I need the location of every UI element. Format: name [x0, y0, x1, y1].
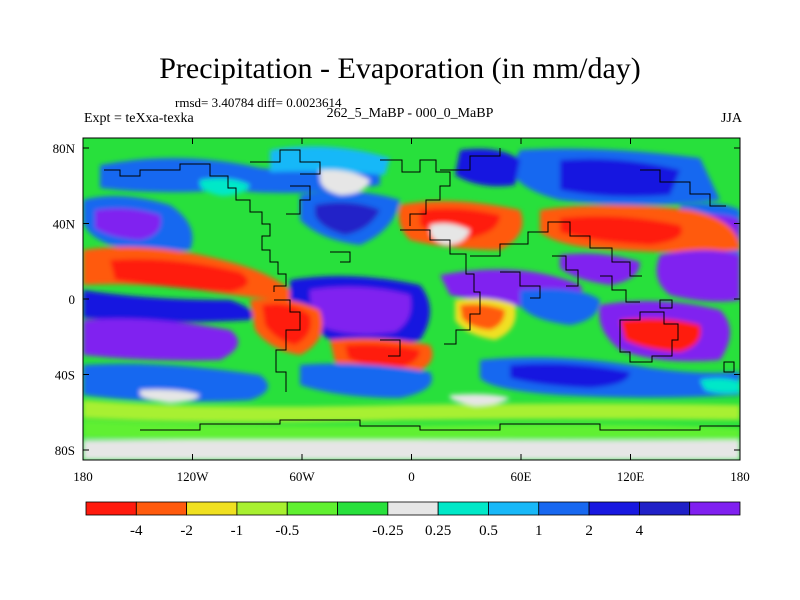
colorbar-label: 0.25 [425, 523, 451, 539]
colorbar-swatch [85, 501, 137, 516]
field-layer [83, 138, 740, 460]
colorbar-swatch [538, 501, 590, 516]
comparison-label: 262_5_MaBP - 000_0_MaBP [326, 106, 494, 121]
colorbar-label: -2 [180, 523, 193, 539]
y-tick-label: 40N [53, 217, 76, 232]
colorbar: -4 -2 -1 -0.5 -0.25 0.25 0.5 1 2 4 [85, 501, 741, 539]
x-tick-label: 120W [177, 469, 210, 484]
x-tick-label: 120E [617, 469, 645, 484]
y-tick-label: 80S [55, 443, 75, 458]
y-tick-label: 80N [53, 141, 76, 156]
x-axis: 180 120W 60W 0 60E 120E 180 [73, 138, 750, 484]
x-tick-label: 60E [511, 469, 532, 484]
season-label: JJA [720, 111, 742, 126]
figure-title: Precipitation - Evaporation (in mm/day) [159, 52, 641, 85]
x-tick-label: 180 [73, 469, 93, 484]
colorbar-label: 2 [585, 523, 593, 539]
colorbar-swatch [186, 501, 238, 516]
x-tick-label: 60W [289, 469, 315, 484]
colorbar-swatch [488, 501, 540, 516]
colorbar-swatch [286, 501, 338, 516]
colorbar-swatch [437, 501, 489, 516]
colorbar-label: -1 [231, 523, 244, 539]
experiment-label: Expt = teXxa-texka [84, 111, 194, 126]
colorbar-label: 1 [535, 523, 543, 539]
colorbar-swatch [387, 501, 439, 516]
colorbar-swatch [236, 501, 288, 516]
land-outlines [104, 148, 740, 431]
colorbar-label: -0.25 [372, 523, 403, 539]
x-tick-label: 180 [730, 469, 750, 484]
colorbar-swatch [337, 501, 389, 516]
y-axis: 80N 40N 0 40S 80S [53, 141, 740, 458]
colorbar-label: -0.5 [275, 523, 299, 539]
colorbar-swatch [588, 501, 640, 516]
x-tick-label: 0 [408, 469, 415, 484]
colorbar-label: 4 [636, 523, 644, 539]
colorbar-label: -4 [130, 523, 143, 539]
colorbar-label: 0.5 [479, 523, 498, 539]
colorbar-swatch [689, 501, 741, 516]
stats-label: rmsd= 3.40784 diff= 0.0023614 [175, 95, 342, 110]
colorbar-swatch [135, 501, 188, 516]
y-tick-label: 0 [69, 292, 76, 307]
colorbar-swatch [638, 501, 691, 516]
y-tick-label: 40S [55, 368, 75, 383]
